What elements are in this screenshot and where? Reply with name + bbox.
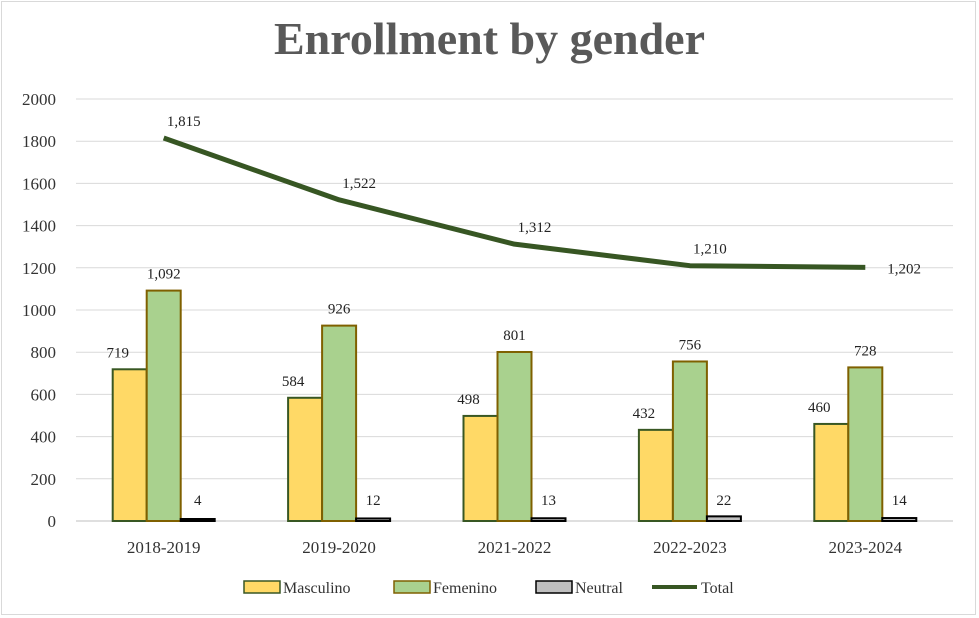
x-tick-label: 2022-2023 xyxy=(653,538,727,557)
data-label-masculino: 498 xyxy=(457,392,480,408)
legend-label-neutral: Neutral xyxy=(575,580,624,597)
bars xyxy=(111,289,918,523)
gridlines xyxy=(76,98,953,522)
y-tick-label: 0 xyxy=(48,512,57,531)
data-label-neutral: 13 xyxy=(541,493,556,509)
legend-swatch-femenino xyxy=(393,580,431,594)
y-tick-label: 1800 xyxy=(22,132,56,151)
data-label-masculino: 432 xyxy=(633,406,656,422)
bar-neutral xyxy=(881,517,918,523)
bar-neutral xyxy=(355,517,392,523)
data-label-femenino: 926 xyxy=(328,302,351,318)
bar-masculino xyxy=(287,396,324,522)
bar-femenino xyxy=(671,360,708,523)
data-label-total: 1,815 xyxy=(167,114,201,130)
x-tick-label: 2019-2020 xyxy=(302,538,376,557)
x-axis: 2018-2019 2019-2020 2021-2022 2022-2023 2023… xyxy=(127,538,903,557)
bar-masculino xyxy=(813,422,850,522)
bar-neutral xyxy=(179,518,216,522)
y-tick-label: 2000 xyxy=(22,90,56,109)
bar-femenino xyxy=(496,350,533,523)
bar-neutral xyxy=(530,517,567,523)
data-label-masculino: 584 xyxy=(282,374,305,390)
data-label-masculino: 460 xyxy=(808,400,831,416)
data-label-neutral: 14 xyxy=(892,493,908,509)
data-label-neutral: 12 xyxy=(366,493,381,509)
bar-masculino xyxy=(637,428,674,522)
legend-label-masculino: Masculino xyxy=(283,580,351,597)
legend-swatch-neutral xyxy=(535,580,573,594)
data-labels: 719 584 498 432 460 1,092 926 801 756 728 4 12 13 22 1… xyxy=(106,114,921,509)
bar-masculino xyxy=(462,414,499,522)
data-label-neutral: 22 xyxy=(716,493,731,509)
data-label-femenino: 1,092 xyxy=(147,267,181,283)
x-tick-label: 2023-2024 xyxy=(828,538,902,557)
legend-label-total: Total xyxy=(701,580,734,597)
data-label-total: 1,202 xyxy=(887,261,921,277)
total-line xyxy=(162,135,866,270)
data-label-total: 1,312 xyxy=(518,220,552,236)
y-tick-label: 200 xyxy=(31,470,57,489)
y-tick-label: 1600 xyxy=(22,174,56,193)
data-label-total: 1,210 xyxy=(693,242,727,258)
y-tick-label: 400 xyxy=(31,428,57,447)
data-label-femenino: 801 xyxy=(503,328,526,344)
bar-femenino xyxy=(145,289,182,523)
data-label-neutral: 4 xyxy=(194,493,202,509)
y-tick-label: 1200 xyxy=(22,259,56,278)
data-label-masculino: 719 xyxy=(106,345,129,361)
bar-masculino xyxy=(111,368,148,522)
series-line-total xyxy=(162,135,866,270)
y-tick-label: 1400 xyxy=(22,217,56,236)
y-tick-label: 1000 xyxy=(22,301,56,320)
legend-swatch-masculino xyxy=(243,580,281,594)
y-axis: 0 200 400 600 800 1000 1200 1400 1600 1800 2000 xyxy=(22,90,56,531)
bar-femenino xyxy=(321,324,358,523)
y-tick-label: 600 xyxy=(31,385,57,404)
legend: Masculino Femenino Neutral Total xyxy=(243,580,734,597)
data-label-femenino: 756 xyxy=(679,337,702,353)
chart-title: Enrollment by gender xyxy=(273,13,706,64)
y-tick-label: 800 xyxy=(31,343,57,362)
x-tick-label: 2018-2019 xyxy=(127,538,201,557)
data-label-total: 1,522 xyxy=(342,176,376,192)
data-label-femenino: 728 xyxy=(854,343,877,359)
bar-femenino xyxy=(847,366,884,522)
bar-neutral xyxy=(705,515,742,522)
x-tick-label: 2021-2022 xyxy=(478,538,552,557)
legend-label-femenino: Femenino xyxy=(433,580,497,597)
